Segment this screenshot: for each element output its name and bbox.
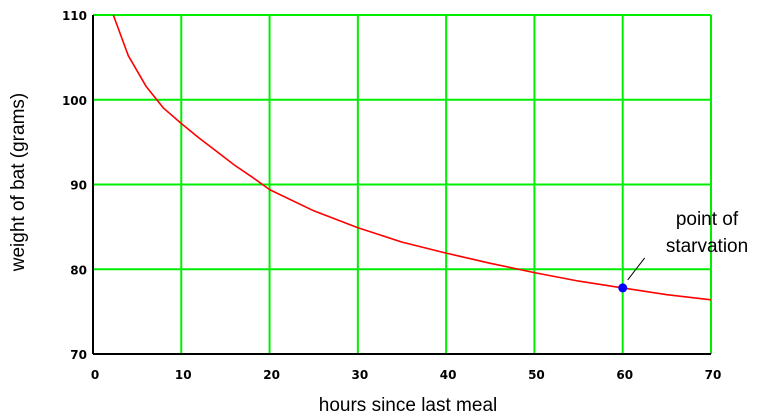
annotation-leader (627, 257, 646, 281)
x-tick-label: 0 (91, 368, 99, 382)
tick-labels: 0 10 20 30 40 50 60 70 70 80 90 100 110 (62, 9, 721, 382)
y-tick-label: 110 (62, 9, 87, 23)
x-tick-label: 20 (263, 368, 280, 382)
x-tick-label: 10 (175, 368, 192, 382)
x-axis-label: hours since last meal (319, 395, 497, 416)
annotations-group: point of starvation (627, 209, 748, 281)
data-point (618, 283, 628, 293)
y-tick-label: 100 (62, 94, 87, 108)
x-tick-label: 70 (705, 368, 722, 382)
series-group (112, 14, 712, 301)
x-tick-label: 40 (440, 368, 457, 382)
y-tick-label: 70 (70, 348, 87, 362)
y-tick-label: 80 (70, 263, 87, 277)
annotation-text: point of (676, 209, 739, 230)
annotation-text: starvation (666, 236, 748, 257)
x-tick-label: 60 (616, 368, 633, 382)
x-tick-label: 50 (528, 368, 545, 382)
axes (92, 15, 711, 355)
grid (93, 14, 712, 354)
points-group (618, 283, 628, 293)
y-axis-label: weight of bat (grams) (8, 93, 29, 272)
x-tick-label: 30 (352, 368, 369, 382)
series-line (112, 14, 712, 301)
y-tick-label: 90 (70, 179, 87, 193)
